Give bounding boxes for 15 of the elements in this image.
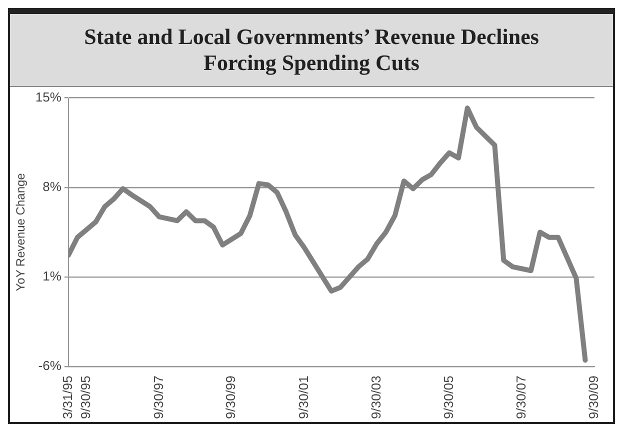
y-tick-label: -6% [38, 358, 62, 374]
chart-title: State and Local Governments’ Revenue Declines Forcing Spending Cuts [10, 14, 613, 87]
y-axis-title: YoY Revenue Change [14, 172, 28, 292]
x-tick-label: 9/30/99 [223, 376, 238, 419]
x-tick-label: 9/30/07 [513, 376, 528, 419]
x-tick-label: 9/30/01 [296, 376, 311, 419]
x-tick-label: 9/30/97 [150, 376, 166, 419]
y-tick-label: 8% [42, 178, 62, 194]
y-tick-label: 15% [35, 89, 62, 104]
x-tick-label: 9/30/09 [586, 376, 601, 419]
x-tick-label: 3/31/95 [60, 376, 75, 419]
y-tick-label: 1% [42, 268, 62, 284]
x-tick-label: 9/30/95 [78, 376, 94, 419]
x-tick-label: 9/30/03 [368, 376, 384, 419]
x-tick-label: 9/30/05 [440, 376, 456, 419]
